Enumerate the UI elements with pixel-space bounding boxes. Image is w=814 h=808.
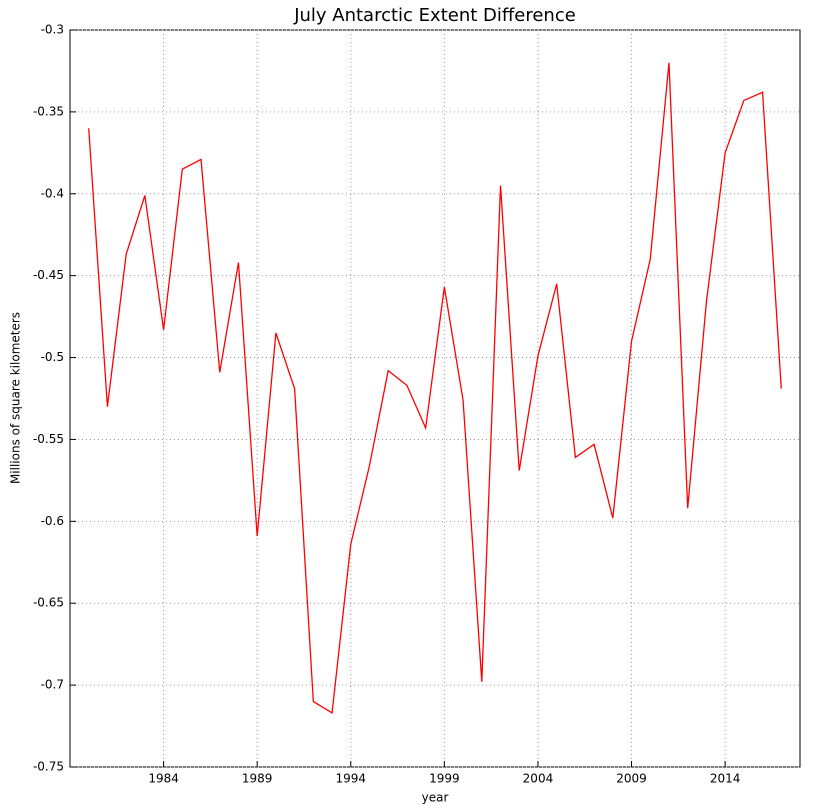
x-axis-label: year: [422, 791, 449, 805]
y-tick-label: -0.45: [33, 268, 64, 282]
y-tick-label: -0.75: [33, 760, 64, 774]
y-tick-label: -0.7: [41, 678, 64, 692]
y-axis-label: Millions of square kilometers: [9, 312, 23, 484]
x-tick-label: 2009: [616, 772, 647, 786]
chart-title: July Antarctic Extent Difference: [293, 5, 576, 26]
plot-frame: [69, 29, 801, 768]
y-tick-label: -0.65: [33, 596, 64, 610]
y-tick-label: -0.6: [41, 514, 64, 528]
x-tick-label: 2004: [523, 772, 554, 786]
x-tick-label: 1994: [335, 772, 366, 786]
y-tick-label: -0.4: [41, 186, 64, 200]
x-tick-label: 1989: [242, 772, 273, 786]
y-tick-label: -0.5: [41, 350, 64, 364]
y-tick-label: -0.55: [33, 432, 64, 446]
data-line: [88, 62, 782, 715]
y-tick-label: -0.35: [33, 104, 64, 118]
x-tick-label: 2014: [710, 772, 741, 786]
x-tick-label: 1984: [148, 772, 179, 786]
x-tick-label: 1999: [429, 772, 460, 786]
y-tick-label: -0.3: [41, 23, 64, 37]
